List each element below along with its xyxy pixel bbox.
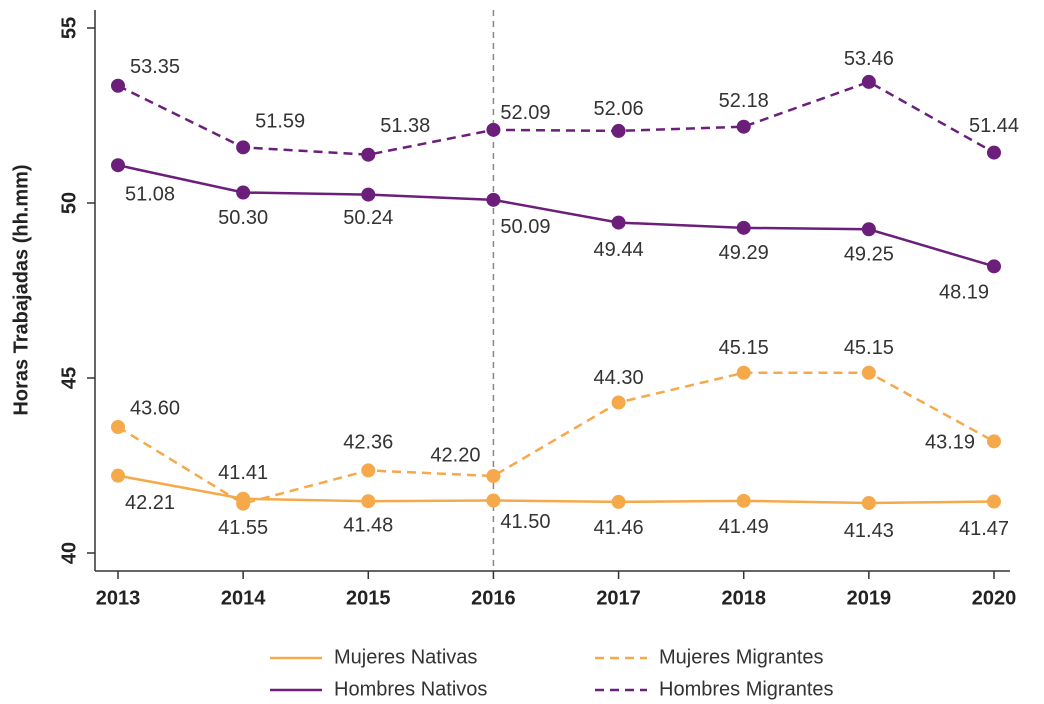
point (361, 494, 376, 509)
legend-label: Hombres Nativos (334, 678, 487, 700)
x-tick-label: 2019 (847, 587, 892, 609)
series-line (117, 371, 995, 505)
x-tick-label: 2018 (721, 587, 766, 609)
point (861, 495, 876, 510)
value-label: 41.55 (218, 517, 268, 539)
value-label: 41.41 (218, 462, 268, 484)
point (611, 123, 626, 138)
point (486, 493, 501, 508)
y-tick-label: 50 (58, 192, 80, 214)
value-label: 52.18 (719, 90, 769, 112)
value-label: 42.20 (430, 444, 480, 466)
value-label: 51.38 (380, 115, 430, 137)
value-label: 51.59 (255, 111, 305, 133)
x-tick-label: 2015 (346, 587, 391, 609)
value-label: 50.30 (218, 207, 268, 229)
value-label: 45.15 (719, 337, 769, 359)
legend-label: Hombres Migrantes (659, 678, 834, 700)
point (987, 494, 1001, 509)
series-line (117, 163, 995, 268)
point (611, 494, 626, 509)
point (861, 74, 876, 89)
point (861, 222, 876, 237)
y-tick-label: 55 (58, 17, 80, 39)
value-label: 51.08 (125, 183, 175, 205)
legend-label: Mujeres Nativas (334, 646, 477, 668)
value-label: 48.19 (939, 282, 989, 304)
point (236, 140, 251, 155)
value-label: 41.48 (343, 514, 393, 536)
value-label: 42.21 (125, 492, 175, 514)
legend-label: Mujeres Migrantes (659, 646, 824, 668)
value-label: 41.50 (500, 511, 550, 533)
point (486, 122, 501, 137)
point (987, 434, 1001, 449)
point (111, 78, 125, 93)
point (486, 469, 501, 483)
value-label: 41.49 (719, 516, 769, 538)
value-label: 41.43 (844, 520, 894, 542)
y-tick-label: 40 (58, 542, 80, 564)
x-tick-label: 2013 (96, 587, 141, 609)
series-line (117, 80, 995, 156)
y-axis-title: Horas Trabajadas (hh.mm) (10, 164, 32, 415)
point (987, 145, 1001, 160)
point (611, 395, 626, 410)
point (611, 215, 626, 230)
value-label: 41.46 (594, 517, 644, 539)
value-label: 49.44 (594, 239, 644, 261)
point (361, 147, 376, 162)
point (861, 365, 876, 380)
value-label: 53.46 (844, 48, 894, 70)
value-label: 50.24 (343, 207, 393, 229)
value-label: 43.19 (925, 432, 975, 454)
point (361, 463, 376, 478)
point (736, 220, 751, 235)
value-label: 52.09 (500, 102, 550, 124)
point (361, 187, 376, 202)
y-tick-label: 45 (58, 367, 80, 389)
value-label: 49.29 (719, 242, 769, 264)
point (736, 493, 751, 508)
value-label: 50.09 (500, 216, 550, 238)
value-label: 43.60 (130, 397, 180, 419)
x-tick-label: 2017 (596, 587, 641, 609)
point (736, 365, 751, 380)
value-label: 52.06 (594, 98, 644, 120)
x-tick-label: 2014 (221, 587, 266, 609)
value-label: 45.15 (844, 337, 894, 359)
x-tick-label: 2020 (972, 587, 1017, 609)
value-label: 41.47 (959, 518, 1009, 540)
point (111, 158, 125, 173)
value-label: 49.25 (844, 244, 894, 266)
point (987, 259, 1001, 274)
point (236, 496, 251, 511)
point (111, 468, 125, 483)
x-tick-label: 2016 (471, 587, 516, 609)
value-label: 42.36 (343, 432, 393, 454)
value-label: 44.30 (594, 367, 644, 389)
value-label: 51.44 (969, 115, 1019, 137)
value-label: 53.35 (130, 56, 180, 78)
point (236, 185, 251, 200)
point (111, 420, 125, 434)
point (486, 192, 501, 207)
point (736, 119, 751, 134)
